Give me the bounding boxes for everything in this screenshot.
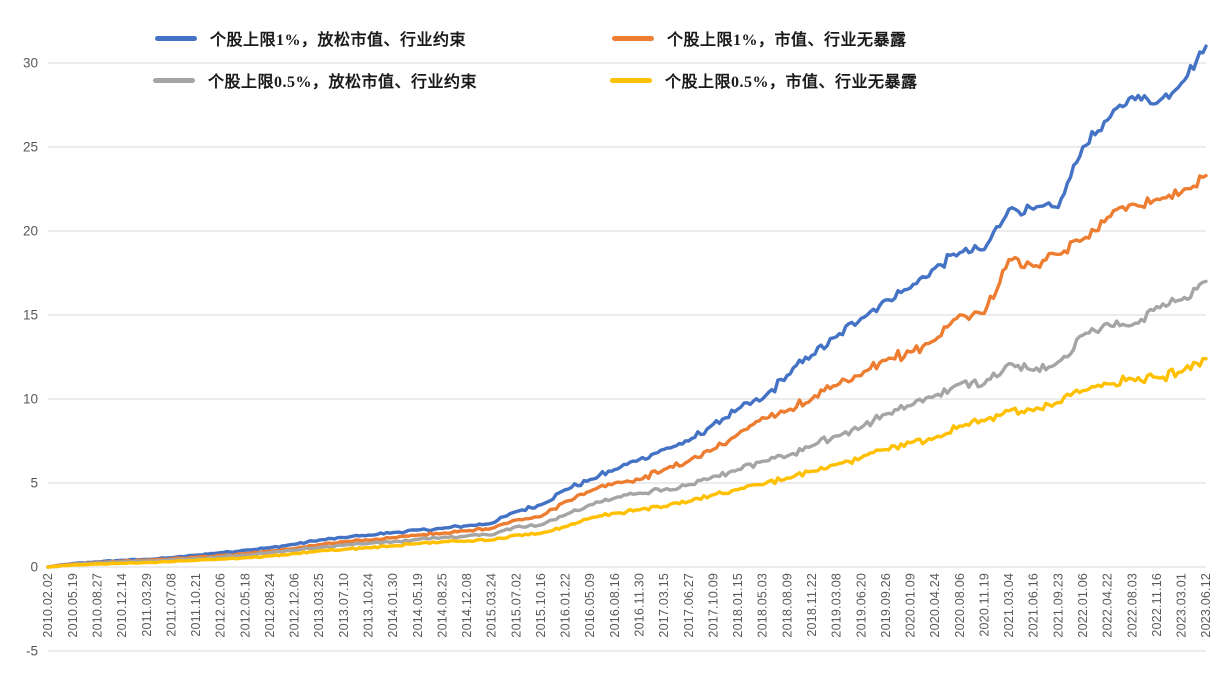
x-tick-label: 2011.10.21 — [189, 573, 203, 637]
x-tick-label: 2014.12.08 — [460, 573, 474, 638]
y-tick-label: 20 — [23, 224, 38, 239]
x-tick-label: 2016.08.16 — [608, 573, 622, 638]
x-tick-label: 2022.04.22 — [1101, 573, 1115, 638]
x-tick-label: 2010.12.14 — [115, 573, 129, 638]
x-tick-label: 2015.07.02 — [509, 573, 523, 638]
y-tick-label: 10 — [23, 392, 38, 407]
x-tick-label: 2022.08.03 — [1125, 573, 1139, 638]
x-tick-label: 2012.05.18 — [238, 573, 252, 638]
y-tick-label: 0 — [30, 560, 38, 575]
y-tick-label: 15 — [23, 308, 38, 323]
y-tick-label: -5 — [26, 644, 38, 659]
y-tick-label: 5 — [30, 476, 38, 491]
x-tick-label: 2023.03.01 — [1175, 573, 1189, 638]
x-tick-label: 2017.10.09 — [706, 573, 720, 638]
series-line-0 — [46, 44, 1208, 569]
x-tick-label: 2016.01.22 — [559, 573, 573, 638]
x-tick-label: 2022.11.16 — [1150, 573, 1164, 637]
x-tick-label: 2013.10.24 — [361, 573, 375, 638]
x-tick-label: 2017.06.27 — [682, 573, 696, 638]
x-tick-label: 2014.01.30 — [386, 573, 400, 638]
x-tick-label: 2015.10.16 — [534, 573, 548, 638]
y-tick-label: 30 — [23, 56, 38, 71]
x-tick-label: 2022.01.06 — [1076, 573, 1090, 638]
x-tick-label: 2011.07.08 — [164, 573, 178, 637]
x-tick-label: 2020.08.06 — [953, 573, 967, 638]
x-tick-label: 2018.08.09 — [780, 573, 794, 638]
x-tick-label: 2020.01.09 — [904, 573, 918, 638]
x-tick-label: 2021.09.23 — [1051, 573, 1065, 638]
x-tick-label: 2018.11.22 — [805, 573, 819, 637]
x-tick-label: 2014.08.25 — [435, 573, 449, 638]
x-tick-label: 2015.03.24 — [485, 573, 499, 638]
x-tick-label: 2010.02.02 — [41, 573, 55, 638]
x-tick-label: 2017.03.15 — [657, 573, 671, 638]
x-tick-label: 2013.07.10 — [337, 573, 351, 638]
x-tick-label: 2023.06.12 — [1199, 573, 1212, 638]
x-tick-label: 2019.09.26 — [879, 573, 893, 638]
x-tick-label: 2018.05.03 — [756, 573, 770, 638]
x-tick-label: 2011.03.29 — [140, 573, 154, 637]
x-tick-label: 2020.11.19 — [977, 573, 991, 637]
x-tick-label: 2010.05.19 — [66, 573, 80, 638]
x-tick-label: 2012.08.24 — [263, 573, 277, 638]
x-tick-label: 2012.02.06 — [214, 573, 228, 638]
x-tick-label: 2021.03.04 — [1002, 573, 1016, 638]
x-tick-label: 2019.03.08 — [830, 573, 844, 638]
x-tick-label: 2018.01.15 — [731, 573, 745, 638]
x-tick-label: 2013.03.25 — [312, 573, 326, 638]
x-tick-label: 2020.04.24 — [928, 573, 942, 638]
series-line-3 — [46, 357, 1208, 569]
x-tick-label: 2016.05.09 — [583, 573, 597, 638]
x-tick-label: 2014.05.19 — [411, 573, 425, 638]
y-tick-label: 25 — [23, 140, 38, 155]
x-tick-label: 2016.11.30 — [633, 573, 647, 637]
x-tick-label: 2010.08.27 — [90, 573, 104, 638]
x-tick-label: 2012.12.06 — [288, 573, 302, 638]
x-tick-label: 2021.06.16 — [1027, 573, 1041, 638]
series-line-2 — [46, 279, 1208, 569]
x-tick-label: 2019.06.20 — [854, 573, 868, 638]
